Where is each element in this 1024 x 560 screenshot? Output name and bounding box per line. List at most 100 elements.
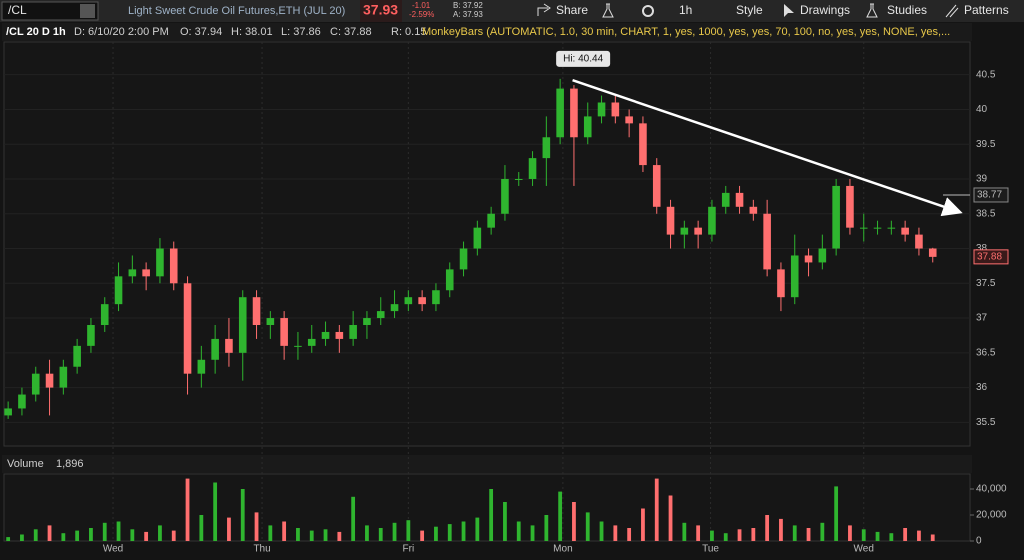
candle-body	[59, 366, 68, 388]
candle-body	[818, 248, 827, 263]
drawings-button[interactable]: Drawings	[800, 3, 850, 17]
volume-bar	[447, 524, 452, 541]
volume-bar	[544, 515, 549, 541]
y-tick-label: 38	[976, 243, 988, 254]
y-tick-label: 36.5	[976, 347, 996, 358]
candle-body	[211, 338, 219, 360]
volume-bar	[668, 495, 673, 541]
candle-body	[45, 373, 54, 388]
candle-body	[790, 255, 799, 298]
candle-body	[156, 248, 164, 277]
volume-tick-label: 0	[976, 536, 982, 547]
candle-body	[321, 331, 330, 339]
high-bubble	[556, 50, 611, 67]
candle-body	[266, 318, 275, 326]
price-panel	[3, 41, 971, 447]
volume-bar	[723, 533, 728, 541]
volume-bar	[406, 520, 411, 541]
y-tick-label: 40.5	[976, 69, 996, 80]
candle-body	[708, 206, 716, 235]
info-open: O: 37.94	[180, 26, 222, 38]
volume-bar	[434, 526, 438, 541]
flask-icon[interactable]	[602, 3, 614, 18]
candle-body	[501, 178, 509, 214]
drawings-icon	[784, 4, 794, 17]
volume-bar	[682, 522, 687, 541]
candle-body	[128, 269, 137, 277]
volume-tick-label: 40,000	[976, 484, 1007, 495]
volume-bar	[558, 491, 563, 541]
style-button[interactable]: Style	[736, 3, 763, 17]
candle-body	[404, 297, 413, 305]
volume-bar	[171, 530, 176, 541]
volume-bar	[503, 502, 507, 541]
description: Light Sweet Crude Oil Futures,ETH (JUL 2…	[128, 5, 345, 17]
candle-body	[556, 88, 564, 138]
candle-body	[487, 213, 495, 228]
volume-bar	[834, 486, 839, 541]
volume-bar	[641, 508, 645, 541]
candle-body	[915, 234, 923, 249]
candle-body	[225, 338, 233, 353]
volume-bar	[378, 528, 383, 541]
volume-bar	[282, 521, 287, 541]
y-tick-label: 37	[976, 313, 988, 324]
volume-bar	[227, 517, 231, 541]
candle-body	[376, 311, 385, 319]
candle-body	[570, 88, 578, 138]
volume-bar	[530, 525, 535, 541]
volume-bar	[861, 529, 866, 541]
candle-body	[390, 304, 399, 312]
symbol-dropdown[interactable]	[80, 4, 95, 18]
timeframe-button[interactable]: 1h	[679, 3, 692, 17]
volume-bar	[599, 521, 604, 541]
candle-body	[459, 248, 468, 270]
settings-icon[interactable]	[642, 5, 654, 17]
candle-body	[846, 185, 854, 228]
x-tick-label: Thu	[253, 544, 270, 555]
candle-body	[721, 192, 730, 207]
candle-body	[18, 394, 26, 409]
share-button[interactable]: Share	[556, 3, 588, 17]
volume-bar	[323, 529, 328, 541]
volume-bar	[917, 530, 921, 541]
candle-body	[100, 304, 109, 326]
volume-bar	[875, 531, 880, 541]
y-tick-label: 37.5	[976, 278, 996, 289]
volume-bar	[89, 528, 93, 541]
patterns-button[interactable]: Patterns	[964, 3, 1009, 17]
candle-body	[87, 325, 95, 346]
info-close: C: 37.88	[330, 26, 372, 38]
volume-bar	[585, 512, 590, 541]
x-tick-label: Mon	[553, 544, 572, 555]
volume-bar	[309, 530, 314, 541]
candle-body	[418, 297, 426, 305]
candle-body	[583, 116, 592, 138]
candle-body	[859, 227, 868, 229]
symbol-box[interactable]	[1, 1, 99, 21]
last-price: 37.93	[363, 2, 398, 18]
volume-bar	[102, 522, 107, 541]
volume-bar	[20, 534, 24, 541]
candle-body	[114, 276, 123, 305]
volume-bar	[392, 522, 397, 541]
volume-bar	[337, 531, 342, 541]
volume-bar	[903, 528, 908, 541]
level-box	[973, 187, 1009, 203]
studies-button[interactable]: Studies	[887, 3, 927, 17]
bid: B: 37.92	[453, 1, 483, 10]
volume-bar	[696, 525, 701, 541]
high-label: Hi: 40.44	[563, 53, 603, 64]
candle-body	[694, 227, 702, 235]
volume-bar	[144, 531, 149, 541]
candle-body	[349, 325, 357, 339]
candle-body	[666, 206, 675, 235]
volume-bar	[627, 528, 632, 541]
volume-bar	[572, 502, 576, 541]
volume-title: Volume	[7, 458, 44, 470]
level-label: 38.77	[977, 190, 1002, 201]
volume-bar	[820, 522, 825, 541]
volume-header	[2, 455, 972, 473]
volume-panel	[3, 473, 971, 542]
